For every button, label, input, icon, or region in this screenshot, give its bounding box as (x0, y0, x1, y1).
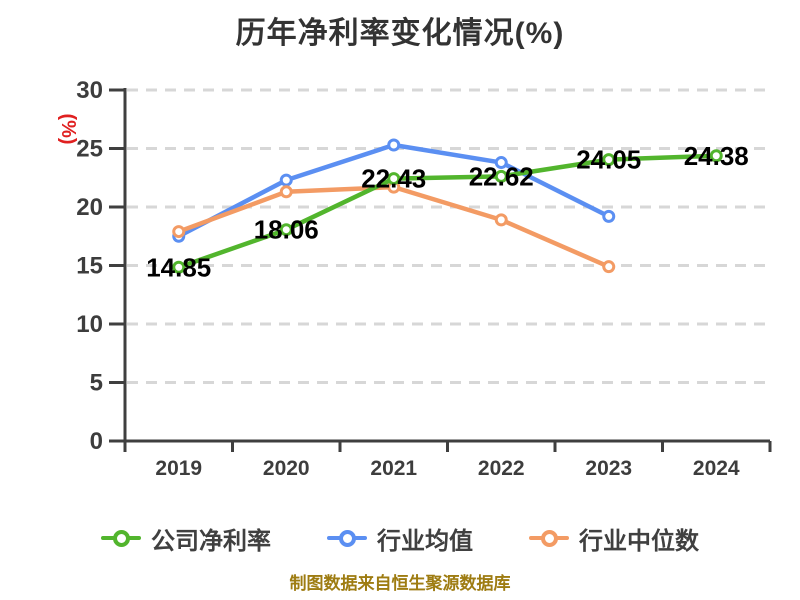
y-tick-label: 25 (76, 136, 103, 163)
legend-marker-industry-median (529, 529, 569, 547)
series-line-industry-median (176, 184, 611, 269)
y-tick-label: 0 (90, 428, 103, 455)
data-label-company-net-margin: 14.85 (146, 252, 211, 282)
y-axis-unit-label: (%) (57, 113, 79, 144)
data-point-industry-average[interactable] (602, 209, 616, 223)
legend-label: 公司净利率 (151, 527, 271, 555)
legend-marker-company-net-margin (101, 529, 141, 547)
x-tick-label: 2019 (155, 457, 202, 480)
data-point-company-net-margin[interactable] (494, 169, 508, 183)
data-point-company-net-margin[interactable] (602, 153, 616, 167)
legend-label: 行业均值 (377, 527, 473, 555)
data-point-company-net-margin[interactable] (709, 149, 723, 163)
axes: 0 5 10 15 20 25 30 2019 2020 2021 2022 2023 2024 (76, 77, 772, 480)
x-tick-label: 2024 (693, 457, 740, 480)
line-chart-plot: 0 5 10 15 20 25 30 2019 2020 2021 2022 2023 2024 (%) 1… (57, 77, 772, 480)
series-line-company-net-margin (176, 153, 719, 270)
legend-label: 行业中位数 (579, 527, 699, 555)
data-point-industry-median[interactable] (602, 260, 616, 274)
data-point-industry-median[interactable] (172, 225, 186, 239)
y-tick-label: 30 (76, 77, 103, 104)
data-point-company-net-margin[interactable] (387, 172, 401, 186)
data-label-company-net-margin: 22.62 (469, 161, 534, 191)
data-label-company-net-margin: 18.06 (254, 215, 319, 245)
data-label-company-net-margin: 22.43 (361, 164, 426, 194)
data-label-company-net-margin: 24.38 (684, 141, 749, 171)
legend-marker-industry-average (327, 529, 367, 547)
data-point-industry-median[interactable] (494, 213, 508, 227)
data-source-note: 制图数据来自恒生聚源数据库 (289, 574, 511, 593)
y-tick-label: 5 (90, 370, 103, 397)
chart-legend: 公司净利率 行业均值 行业中位数 (0, 517, 800, 559)
series-industry-median (172, 180, 616, 274)
data-label-company-net-margin: 24.05 (576, 145, 641, 175)
series-company-net-margin (172, 149, 723, 274)
data-point-industry-average[interactable] (387, 138, 401, 152)
data-point-company-net-margin[interactable] (172, 260, 186, 274)
legend-item-industry-median[interactable]: 行业中位数 (529, 521, 699, 556)
y-tick-label: 15 (76, 253, 103, 280)
chart-title: 历年净利率变化情况(%) (235, 17, 565, 50)
x-tick-label: 2021 (370, 457, 417, 480)
x-tick-label: 2020 (263, 457, 310, 480)
data-point-industry-median[interactable] (279, 185, 293, 199)
legend-item-industry-average[interactable]: 行业均值 (327, 521, 473, 556)
x-tick-label: 2023 (585, 457, 632, 480)
legend-item-company-net-margin[interactable]: 公司净利率 (101, 521, 271, 556)
y-tick-label: 10 (76, 311, 103, 338)
data-point-industry-average[interactable] (279, 173, 293, 187)
data-point-company-net-margin[interactable] (279, 223, 293, 237)
x-tick-label: 2022 (478, 457, 525, 480)
y-tick-label: 20 (76, 194, 103, 221)
data-point-industry-average[interactable] (494, 156, 508, 170)
